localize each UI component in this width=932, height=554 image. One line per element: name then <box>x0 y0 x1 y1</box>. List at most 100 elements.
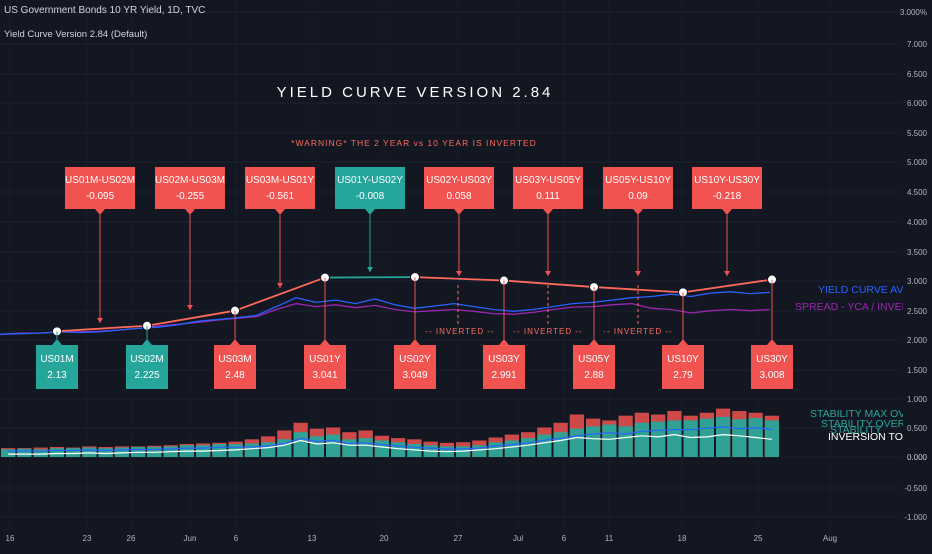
histogram-bar-teal <box>586 426 600 457</box>
node-value: 3.049 <box>402 370 427 381</box>
node-box <box>36 345 78 389</box>
histogram-bar-teal <box>667 420 681 457</box>
histogram-bar-teal <box>570 429 584 457</box>
histogram-bar-teal <box>521 438 535 457</box>
y-tick-label: 3.000% <box>900 8 927 17</box>
spread-box <box>245 167 315 209</box>
x-tick-label: Jun <box>184 534 197 543</box>
spread-box-pointer <box>454 209 464 215</box>
histogram-bar-teal <box>342 439 356 457</box>
label-box-layer: US01M2.13US02M2.225US03M2.48US01Y3.041US… <box>36 167 793 389</box>
histogram-bar-teal <box>66 448 80 457</box>
y-tick-label: 6.000 <box>907 99 928 108</box>
x-tick-label: Aug <box>823 534 837 543</box>
y-tick-label: 4.000 <box>907 218 928 227</box>
histogram-bar-teal <box>554 432 568 457</box>
spread-box-pointer <box>633 209 643 215</box>
node-value: 2.225 <box>134 370 159 381</box>
histogram-bar-teal <box>619 426 633 457</box>
spread-value: -0.095 <box>86 191 115 202</box>
spread-arrowhead <box>724 271 730 276</box>
node-label: US05Y <box>578 354 610 365</box>
inverted-label: -- INVERTED -- <box>603 327 672 336</box>
node-value: 2.13 <box>47 370 67 381</box>
node-box <box>751 345 793 389</box>
node-label: US02M <box>130 354 163 365</box>
yield-curve-segment <box>415 277 504 280</box>
x-tick-label: 27 <box>454 534 463 543</box>
histogram-bar-teal <box>505 440 519 457</box>
y-tick-label: 2.500 <box>907 307 928 316</box>
spread-arrowhead <box>456 271 462 276</box>
histogram-bar-teal <box>245 443 259 457</box>
node-value: 2.88 <box>584 370 604 381</box>
y-tick-label: 2.000 <box>907 336 928 345</box>
indicator-title[interactable]: Yield Curve Version 2.84 (Default) <box>4 29 147 40</box>
spread-label: US01M-US02M <box>65 175 135 186</box>
spread-label: US01Y-US02Y <box>337 175 403 186</box>
histogram-layer <box>1 409 779 457</box>
histogram-bar-teal <box>684 420 698 457</box>
spread-box <box>424 167 494 209</box>
histogram-bar-teal <box>310 436 324 457</box>
y-tick-label: 1.500 <box>907 366 928 375</box>
node-box <box>214 345 256 389</box>
node-value: 2.79 <box>673 370 693 381</box>
histogram-bar-teal <box>732 419 746 457</box>
y-tick-label: 7.000 <box>907 40 928 49</box>
histogram-bar-teal <box>359 438 373 457</box>
y-tick-label: 5.500 <box>907 129 928 138</box>
y-tick-label: 0.000 <box>907 453 928 462</box>
spread-label: US05Y-US10Y <box>605 175 671 186</box>
histogram-bar-teal <box>602 425 616 457</box>
spread-label: US02Y-US03Y <box>426 175 492 186</box>
inverted-label: -- INVERTED -- <box>425 327 494 336</box>
x-tick-label: 16 <box>6 534 15 543</box>
spread-label: US10Y-US30Y <box>694 175 760 186</box>
node-label: US02Y <box>399 354 431 365</box>
x-tick-label: 26 <box>127 534 136 543</box>
histogram-bar-teal <box>17 449 31 457</box>
inverted-label: -- INVERTED -- <box>513 327 582 336</box>
x-tick-label: Jul <box>513 534 523 543</box>
chart-title: YIELD CURVE VERSION 2.84 <box>277 84 554 101</box>
spread-value: 0.111 <box>536 191 560 202</box>
spread-value: -0.218 <box>713 191 742 202</box>
histogram-bar-teal <box>651 422 665 457</box>
spread-value: -0.255 <box>176 191 205 202</box>
histogram-bar-teal <box>50 448 64 457</box>
spread-arrowhead <box>635 271 641 276</box>
y-tick-label: 1.000 <box>907 395 928 404</box>
spread-label: US03M-US01Y <box>246 175 315 186</box>
histogram-bar-teal <box>716 417 730 457</box>
spread-box <box>603 167 673 209</box>
node-label: US01M <box>40 354 73 365</box>
symbol-title[interactable]: US Government Bonds 10 YR Yield, 1D, TVC <box>4 5 205 16</box>
histogram-bar-teal <box>700 419 714 457</box>
spread-value: -0.008 <box>356 191 385 202</box>
node-box <box>126 345 168 389</box>
x-tick-label: 20 <box>380 534 389 543</box>
spread-box-pointer <box>543 209 553 215</box>
y-tick-label: -0.500 <box>904 484 927 493</box>
x-tick-label: 6 <box>562 534 567 543</box>
x-tick-label: 6 <box>234 534 239 543</box>
node-value: 3.041 <box>312 370 337 381</box>
x-tick-label: 18 <box>678 534 687 543</box>
spread-box <box>155 167 225 209</box>
spread-arrowhead <box>277 283 283 288</box>
node-box <box>662 345 704 389</box>
node-box <box>573 345 615 389</box>
spread-box-pointer <box>275 209 285 215</box>
y-tick-label: 3.500 <box>907 248 928 257</box>
y-tick-label: 3.000 <box>907 277 928 286</box>
node-box <box>483 345 525 389</box>
spread-box <box>692 167 762 209</box>
histogram-bar-teal <box>261 442 275 457</box>
spread-value: 0.058 <box>446 191 471 202</box>
y-tick-label: 4.500 <box>907 188 928 197</box>
histogram-bar-teal <box>375 440 389 457</box>
spread-box-pointer <box>365 209 375 215</box>
